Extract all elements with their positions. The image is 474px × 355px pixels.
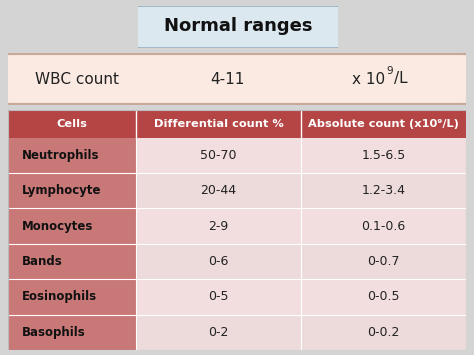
Text: 0-2: 0-2 (209, 326, 229, 339)
Text: Neutrophils: Neutrophils (22, 149, 99, 162)
Text: 50-70: 50-70 (201, 149, 237, 162)
Text: Differential count %: Differential count % (154, 119, 283, 129)
FancyBboxPatch shape (134, 6, 342, 48)
Bar (301, 173, 466, 208)
Text: 9: 9 (386, 66, 393, 76)
Text: 0-0.5: 0-0.5 (367, 290, 400, 304)
Bar (136, 138, 301, 173)
Bar (301, 138, 466, 173)
Bar (8, 208, 136, 244)
FancyBboxPatch shape (0, 54, 474, 104)
Bar (301, 208, 466, 244)
Text: Cells: Cells (57, 119, 88, 129)
Text: Lymphocyte: Lymphocyte (22, 184, 101, 197)
Text: /L: /L (394, 71, 408, 87)
Text: WBC count: WBC count (36, 71, 119, 87)
Bar (301, 315, 466, 350)
Text: 1.2-3.4: 1.2-3.4 (362, 184, 406, 197)
Bar (136, 173, 301, 208)
Bar (136, 244, 301, 279)
Bar (8, 244, 136, 279)
Text: x 10: x 10 (352, 71, 384, 87)
Bar (136, 208, 301, 244)
Text: 2-9: 2-9 (209, 220, 229, 233)
Bar (301, 244, 466, 279)
Bar (8, 279, 136, 315)
Bar (8, 138, 136, 173)
Text: Bands: Bands (22, 255, 63, 268)
Text: Absolute count (x10⁹/L): Absolute count (x10⁹/L) (308, 119, 459, 129)
Text: Monocytes: Monocytes (22, 220, 93, 233)
Text: 0-0.7: 0-0.7 (367, 255, 400, 268)
Text: 0-0.2: 0-0.2 (367, 326, 400, 339)
Bar (136, 315, 301, 350)
Text: 0-5: 0-5 (209, 290, 229, 304)
Text: Normal ranges: Normal ranges (164, 17, 312, 35)
Bar (301, 279, 466, 315)
Text: 4-11: 4-11 (210, 71, 245, 87)
Bar (136, 279, 301, 315)
Text: 1.5-6.5: 1.5-6.5 (362, 149, 406, 162)
Bar (8, 110, 466, 138)
Text: Eosinophils: Eosinophils (22, 290, 97, 304)
Text: 0.1-0.6: 0.1-0.6 (362, 220, 406, 233)
Bar (8, 315, 136, 350)
Bar (8, 173, 136, 208)
Text: Basophils: Basophils (22, 326, 85, 339)
Text: 20-44: 20-44 (201, 184, 237, 197)
Text: 0-6: 0-6 (209, 255, 229, 268)
